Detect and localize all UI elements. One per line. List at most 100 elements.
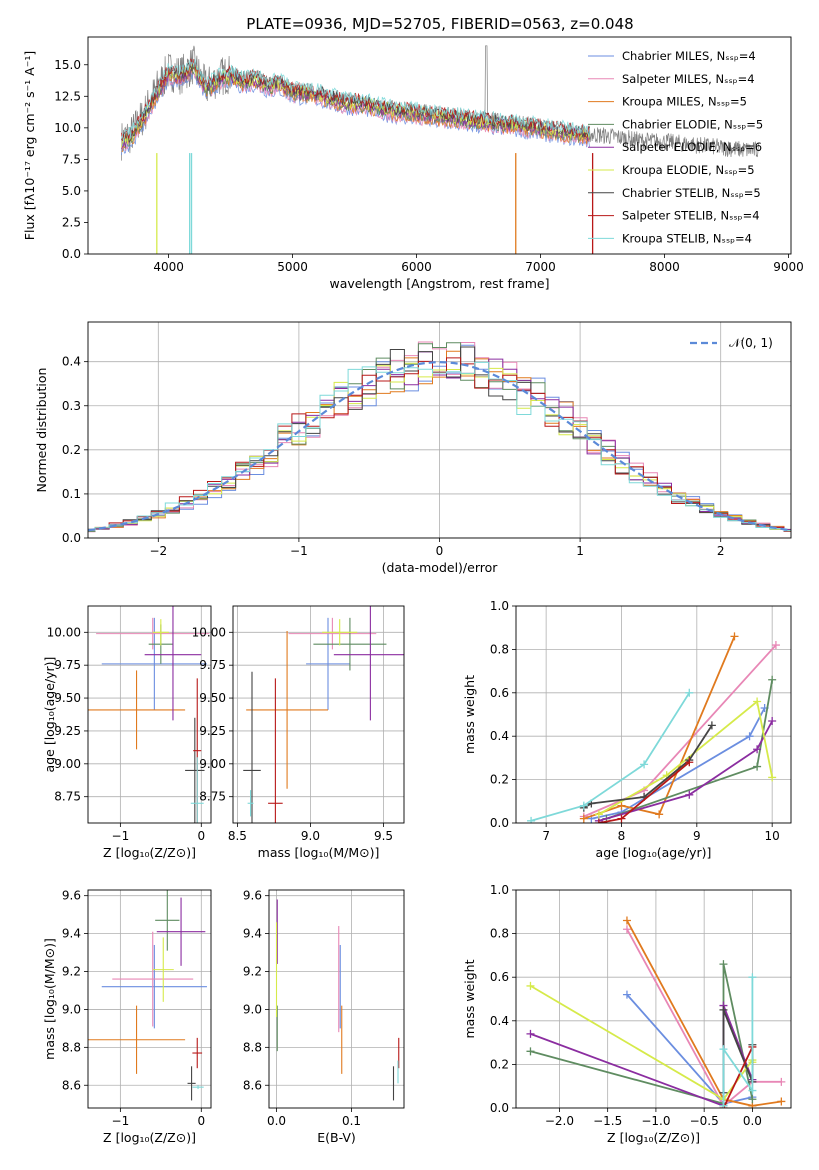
residuals-frame — [87, 321, 792, 539]
y-tick-label: 2.5 — [62, 215, 81, 229]
x-tick-label: 0 — [197, 829, 205, 843]
errorbar-point-kroupa-elodie — [322, 619, 358, 646]
weight-marker — [768, 675, 777, 684]
weight-marker — [622, 916, 631, 925]
mass-vs-z-frame — [87, 889, 212, 1109]
errorbar-point-salpeter-stelib — [268, 678, 283, 823]
errorbar-point-kroupa-miles — [246, 630, 328, 789]
weight-marker — [685, 688, 694, 697]
y-tick-label: 8.8 — [62, 1040, 81, 1054]
y-tick-label: 12.5 — [54, 89, 81, 103]
y-tick-label: 10.0 — [54, 121, 81, 135]
errorbar-point-kroupa-elodie — [152, 937, 174, 1002]
weight-vs-z-panel: −2.0 −1.5 −1.0 −0.5 0.0 0.0 0.2 0.4 0.6 0.8 1.0 Z [… — [462, 883, 792, 1145]
x-tick-label: 2 — [717, 544, 725, 558]
age-vs-z-frame — [87, 605, 212, 824]
x-tick-label: 8.5 — [228, 829, 247, 843]
model-spectrum-salpeter-stelib — [121, 58, 590, 142]
weight-marker — [748, 1086, 757, 1095]
y-tick-label: 9.25 — [199, 724, 226, 738]
errorbar-point-salpeter-elodie — [144, 606, 202, 721]
y-tick-label: 0.0 — [490, 816, 509, 830]
age-vs-z-panel: −1 0 8.75 9.00 9.25 9.50 9.75 10.00 Z [log₁₀(Z/Z… — [42, 605, 212, 860]
x-tick-label: −2.0 — [545, 1114, 574, 1128]
y-tick-label: 0.4 — [490, 729, 509, 743]
weight-marker — [526, 1047, 535, 1056]
y-tick-label: 9.75 — [54, 658, 81, 672]
x-tick-label: 8 — [618, 829, 626, 843]
weight-marker — [594, 819, 603, 823]
histogram-kroupa-stelib — [88, 361, 791, 532]
x-tick-label: 10 — [765, 829, 780, 843]
x-tick-label: −1 — [290, 544, 308, 558]
weight-vs-age-plot-area — [516, 606, 791, 823]
errorbar-point-kroupa-stelib — [247, 790, 254, 817]
y-tick-label: 0.0 — [62, 247, 81, 261]
weight-line-chabrier-elodie — [530, 963, 754, 1105]
x-tick-label: 9000 — [773, 260, 804, 274]
weight-marker — [719, 1101, 728, 1108]
mass-vs-ebv-panel: 0.0 0.1 8.6 8.8 9.0 9.2 9.4 9.6 E(B-V) — [243, 889, 405, 1145]
y-tick-label: 0.4 — [490, 1014, 509, 1028]
y-tick-label: 9.2 — [62, 965, 81, 979]
weight-marker — [622, 990, 631, 999]
y-axis-label: mass [log₁₀(M/M⊙)] — [42, 938, 57, 1060]
histogram-kroupa-elodie — [88, 362, 791, 532]
model-spectrum-kroupa-stelib — [121, 58, 590, 142]
legend-entry: Salpeter STELIB, Nₛₛₚ=4 — [622, 209, 760, 223]
x-tick-label: 0 — [197, 1114, 205, 1128]
y-tick-label: 0.8 — [490, 927, 509, 941]
spectrum-frame — [87, 36, 792, 255]
x-tick-label: 5000 — [277, 260, 308, 274]
weight-marker — [579, 814, 588, 823]
weight-marker — [730, 632, 739, 641]
weight-marker — [753, 762, 762, 771]
mass-vs-ebv-frame — [268, 889, 405, 1109]
y-tick-label: 9.00 — [54, 757, 81, 771]
y-tick-label: 9.75 — [199, 658, 226, 672]
weight-marker — [748, 1095, 757, 1104]
y-tick-label: 9.4 — [62, 927, 81, 941]
y-tick-label: 10.00 — [47, 625, 81, 639]
errorbar-point-chabrier-elodie — [155, 890, 180, 951]
weight-marker — [579, 801, 588, 810]
x-tick-label: −1 — [112, 829, 130, 843]
x-axis-label: Z [log₁₀(Z/Z⊙)] — [103, 1130, 196, 1145]
x-axis-label: Z [log₁₀(Z/Z⊙)] — [103, 845, 196, 860]
weight-marker — [685, 790, 694, 799]
weight-marker — [655, 810, 664, 819]
weight-marker — [526, 1029, 535, 1038]
weight-marker — [617, 801, 626, 810]
x-axis-label: age [log₁₀(age/yr)] — [596, 845, 712, 860]
y-tick-label: 0.0 — [62, 531, 81, 545]
y-tick-label: 9.6 — [243, 889, 262, 903]
x-tick-label: 9.5 — [374, 829, 393, 843]
histogram-salpeter-stelib — [88, 357, 791, 532]
weight-marker — [719, 960, 728, 969]
weight-marker — [777, 1077, 786, 1086]
x-tick-label: 0 — [436, 544, 444, 558]
weight-marker — [768, 773, 777, 782]
age-vs-mass-frame — [232, 605, 405, 824]
errorbar-point-salpeter-miles — [112, 931, 194, 1027]
y-tick-label: 8.75 — [199, 790, 226, 804]
y-tick-label: 8.6 — [62, 1078, 81, 1092]
y-tick-label: 9.0 — [243, 1002, 262, 1016]
legend-entry: Chabrier MILES, Nₛₛₚ=4 — [622, 49, 756, 63]
y-tick-label: 1.0 — [490, 599, 509, 613]
errorbar-point-kroupa-miles — [88, 670, 186, 750]
x-tick-label: 0.0 — [743, 1114, 762, 1128]
model-spectrum-salpeter-miles — [121, 70, 590, 152]
y-tick-label: 9.2 — [243, 965, 262, 979]
errorbar-point-kroupa-miles — [88, 1005, 186, 1074]
y-tick-label: 0.2 — [490, 1057, 509, 1071]
errorbar-point-salpeter-stelib — [192, 1037, 203, 1069]
weight-marker — [745, 732, 754, 741]
mass-vs-z-panel: −1 0 8.6 8.8 9.0 9.2 9.4 9.6 Z [log₁₀(Z/Z⊙)] mass… — [42, 889, 212, 1145]
x-tick-label: 9 — [693, 829, 701, 843]
x-tick-label: 9.0 — [301, 829, 320, 843]
weight-marker — [594, 810, 603, 819]
weight-marker — [753, 697, 762, 706]
errorbar-point-salpeter-elodie — [333, 606, 404, 721]
